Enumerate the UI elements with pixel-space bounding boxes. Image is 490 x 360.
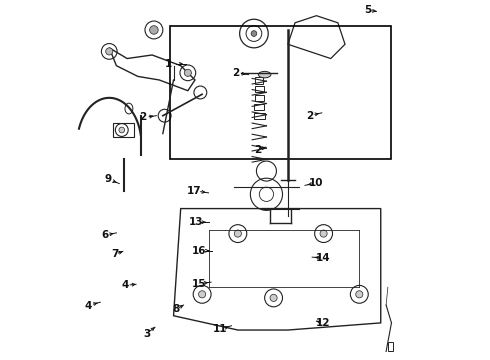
Circle shape: [234, 230, 242, 237]
Text: 2: 2: [306, 111, 313, 121]
Text: 5: 5: [365, 5, 372, 15]
Bar: [388, 342, 393, 351]
Text: 10: 10: [309, 178, 324, 188]
Text: 8: 8: [173, 304, 180, 314]
Text: 13: 13: [189, 217, 203, 227]
Circle shape: [184, 69, 192, 76]
Circle shape: [320, 230, 327, 237]
Text: 12: 12: [316, 318, 330, 328]
Bar: [113, 123, 134, 137]
Text: 3: 3: [143, 329, 150, 339]
Circle shape: [106, 48, 113, 55]
Circle shape: [198, 291, 206, 298]
Bar: [255, 95, 264, 102]
Bar: [255, 77, 263, 84]
Text: 4: 4: [122, 280, 129, 291]
Circle shape: [356, 291, 363, 298]
Text: 11: 11: [213, 324, 227, 334]
Text: 6: 6: [101, 230, 108, 240]
Text: 2: 2: [232, 68, 240, 78]
Text: 14: 14: [316, 253, 331, 263]
Text: 17: 17: [187, 186, 201, 196]
Ellipse shape: [258, 71, 271, 78]
Text: 4: 4: [84, 301, 92, 311]
Text: 16: 16: [192, 246, 206, 256]
Text: 2: 2: [254, 145, 261, 155]
Circle shape: [270, 294, 277, 301]
Circle shape: [119, 127, 124, 133]
Text: 2: 2: [140, 112, 147, 122]
Bar: [254, 113, 265, 119]
Bar: [170, 26, 392, 158]
Text: 9: 9: [105, 174, 112, 184]
Circle shape: [251, 31, 257, 36]
Text: 7: 7: [111, 249, 118, 259]
Text: 1: 1: [165, 59, 172, 69]
Text: 15: 15: [192, 279, 206, 289]
Circle shape: [149, 26, 158, 34]
Bar: [255, 86, 264, 93]
Bar: [254, 104, 264, 111]
